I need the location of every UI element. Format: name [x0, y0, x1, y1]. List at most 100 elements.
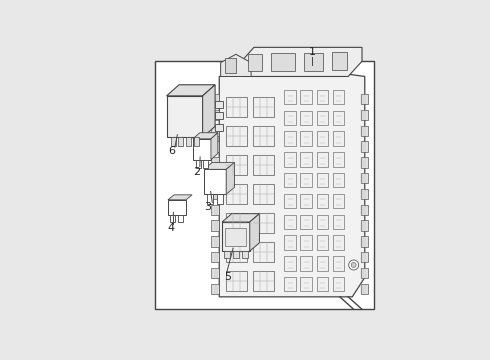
Polygon shape — [226, 184, 247, 204]
Circle shape — [351, 262, 356, 267]
Polygon shape — [194, 138, 199, 146]
Polygon shape — [284, 173, 296, 187]
Polygon shape — [224, 251, 230, 258]
Polygon shape — [300, 256, 312, 270]
Polygon shape — [332, 52, 347, 69]
Polygon shape — [167, 85, 215, 96]
Polygon shape — [333, 90, 344, 104]
Polygon shape — [215, 112, 223, 120]
Polygon shape — [333, 111, 344, 125]
Polygon shape — [212, 126, 219, 136]
Polygon shape — [215, 102, 223, 108]
Polygon shape — [317, 235, 328, 250]
Polygon shape — [284, 235, 296, 250]
Polygon shape — [361, 173, 368, 184]
Polygon shape — [226, 242, 247, 262]
Polygon shape — [222, 214, 259, 222]
Polygon shape — [333, 215, 344, 229]
Polygon shape — [204, 169, 226, 194]
Polygon shape — [284, 215, 296, 229]
Polygon shape — [333, 194, 344, 208]
Polygon shape — [226, 162, 235, 194]
Polygon shape — [170, 215, 174, 222]
Polygon shape — [167, 96, 203, 138]
Polygon shape — [333, 235, 344, 250]
Polygon shape — [300, 111, 312, 125]
Polygon shape — [361, 284, 368, 294]
Polygon shape — [253, 126, 274, 146]
Polygon shape — [361, 236, 368, 247]
Text: 6: 6 — [169, 146, 175, 156]
Polygon shape — [361, 268, 368, 278]
Polygon shape — [217, 194, 223, 204]
Polygon shape — [284, 111, 296, 125]
Polygon shape — [171, 138, 176, 146]
Polygon shape — [178, 138, 183, 146]
Bar — [155, 61, 374, 309]
Polygon shape — [361, 204, 368, 215]
Polygon shape — [333, 131, 344, 146]
Polygon shape — [361, 110, 368, 120]
Polygon shape — [204, 162, 235, 169]
Polygon shape — [226, 126, 247, 146]
Polygon shape — [212, 110, 219, 120]
Text: 1: 1 — [309, 46, 316, 57]
Polygon shape — [212, 157, 219, 168]
Polygon shape — [304, 53, 323, 71]
Polygon shape — [300, 173, 312, 187]
Text: 3: 3 — [205, 202, 212, 212]
Polygon shape — [284, 131, 296, 146]
Polygon shape — [317, 256, 328, 270]
Polygon shape — [193, 139, 211, 159]
Polygon shape — [212, 284, 219, 294]
Polygon shape — [317, 173, 328, 187]
Polygon shape — [248, 54, 262, 71]
Polygon shape — [211, 133, 218, 159]
Polygon shape — [222, 222, 250, 251]
Polygon shape — [212, 173, 219, 184]
Polygon shape — [317, 131, 328, 146]
Polygon shape — [333, 152, 344, 167]
Polygon shape — [212, 236, 219, 247]
Text: 5: 5 — [224, 273, 231, 283]
Polygon shape — [317, 215, 328, 229]
Polygon shape — [212, 268, 219, 278]
Polygon shape — [226, 155, 247, 175]
Polygon shape — [253, 242, 274, 262]
Polygon shape — [300, 194, 312, 208]
Polygon shape — [361, 157, 368, 168]
Polygon shape — [253, 271, 274, 291]
Polygon shape — [300, 215, 312, 229]
Text: 4: 4 — [167, 222, 174, 233]
Polygon shape — [270, 53, 295, 71]
Polygon shape — [300, 131, 312, 146]
Polygon shape — [361, 252, 368, 262]
Polygon shape — [300, 235, 312, 250]
Polygon shape — [233, 251, 239, 258]
Polygon shape — [300, 277, 312, 291]
Polygon shape — [242, 251, 247, 258]
Polygon shape — [300, 90, 312, 104]
Polygon shape — [168, 195, 192, 200]
Polygon shape — [284, 90, 296, 104]
Polygon shape — [219, 68, 365, 297]
Polygon shape — [215, 123, 223, 131]
Polygon shape — [317, 277, 328, 291]
Polygon shape — [284, 152, 296, 167]
Polygon shape — [226, 97, 247, 117]
Polygon shape — [317, 111, 328, 125]
Polygon shape — [317, 90, 328, 104]
Polygon shape — [361, 126, 368, 136]
Polygon shape — [212, 189, 219, 199]
Polygon shape — [212, 204, 219, 215]
Polygon shape — [253, 213, 274, 233]
Polygon shape — [207, 194, 213, 204]
Polygon shape — [186, 138, 191, 146]
Polygon shape — [284, 256, 296, 270]
Polygon shape — [333, 277, 344, 291]
Polygon shape — [317, 194, 328, 208]
Polygon shape — [196, 159, 201, 168]
Polygon shape — [333, 256, 344, 270]
Polygon shape — [212, 220, 219, 231]
Polygon shape — [193, 133, 218, 139]
